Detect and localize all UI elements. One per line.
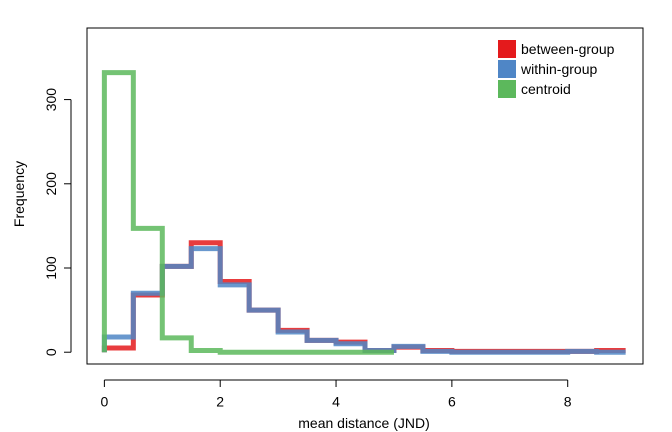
x-tick-label: 6 (448, 393, 456, 409)
x-tick-label: 4 (332, 393, 340, 409)
series-line-within-group (101, 246, 626, 355)
series-layer (101, 70, 626, 355)
legend: between-group within-group centroid (498, 40, 615, 98)
y-axis: 0 100 200 300 (43, 88, 72, 356)
x-axis: 0 2 4 6 8 (100, 379, 572, 409)
series-line-centroid (101, 70, 394, 355)
x-axis-title: mean distance (JND) (298, 415, 430, 431)
x-tick-label: 0 (100, 393, 108, 409)
y-tick-label: 300 (43, 88, 59, 112)
x-tick-label: 8 (564, 393, 572, 409)
legend-label: between-group (521, 41, 615, 57)
y-tick-label: 200 (43, 172, 59, 196)
plot-frame (86, 27, 644, 365)
legend-swatch (498, 40, 516, 58)
legend-swatch (498, 60, 516, 78)
y-tick-label: 0 (43, 348, 59, 356)
x-tick-label: 2 (216, 393, 224, 409)
legend-swatch (498, 80, 516, 98)
y-axis-title: Frequency (11, 161, 27, 227)
legend-label: within-group (520, 61, 597, 77)
legend-label: centroid (521, 81, 571, 97)
y-tick-label: 100 (43, 256, 59, 280)
